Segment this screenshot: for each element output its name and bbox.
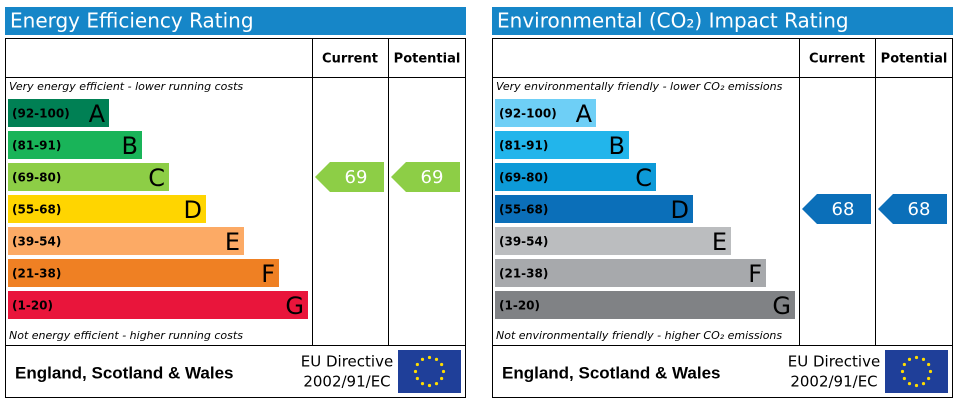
band-letter: D — [671, 196, 689, 224]
rating-value: 69 — [345, 167, 368, 188]
footer-code: 2002/91/EC — [303, 373, 390, 391]
band-range: (1-20) — [499, 299, 540, 313]
eu-star — [927, 376, 931, 381]
band-range: (21-38) — [499, 267, 548, 281]
eu-star — [440, 376, 444, 381]
eu-star — [415, 362, 419, 367]
eu-star — [921, 357, 926, 361]
column-header: Current — [809, 52, 865, 67]
band-letter: C — [148, 164, 165, 192]
band-range: (39-54) — [499, 235, 548, 249]
band-bar — [495, 195, 693, 223]
band-letter: E — [225, 228, 240, 256]
band-range: (69-80) — [12, 171, 61, 185]
eu-star — [900, 369, 905, 374]
column-header: Current — [322, 52, 378, 67]
band-range: (69-80) — [499, 171, 548, 185]
band-letter: A — [576, 100, 593, 128]
band-range: (21-38) — [12, 267, 61, 281]
eu-star — [427, 383, 432, 388]
title-bar — [492, 7, 953, 35]
band-range: (55-68) — [499, 203, 548, 217]
band-bar — [8, 291, 308, 319]
rating-value: 69 — [421, 167, 444, 188]
band-letter: G — [772, 292, 791, 320]
band-bar — [495, 163, 656, 191]
footer-region: England, Scotland & Wales — [502, 363, 721, 382]
band-letter: G — [285, 292, 304, 320]
column-header: Potential — [881, 52, 948, 67]
panel-title: Environmental (CO₂) Impact Rating — [497, 9, 849, 33]
eu-star — [921, 382, 926, 386]
band-bar — [8, 259, 279, 287]
rating-value: 68 — [908, 199, 931, 220]
eu-star — [914, 355, 919, 360]
band-bar — [495, 99, 596, 127]
eu-star — [420, 357, 425, 361]
band-bar — [8, 131, 142, 159]
bottom-note: Not energy efficient - higher running co… — [9, 329, 243, 342]
band-range: (92-100) — [499, 107, 557, 121]
eu-star — [441, 369, 446, 374]
eu-star — [928, 369, 933, 374]
top-note: Very environmentally friendly - lower CO… — [496, 80, 783, 93]
eu-star — [427, 355, 432, 360]
eu-star — [420, 382, 425, 386]
band-range: (81-91) — [499, 139, 548, 153]
band-letter: A — [89, 100, 106, 128]
eu-star — [434, 357, 439, 361]
footer-region: England, Scotland & Wales — [15, 363, 234, 382]
band-bar — [8, 99, 109, 127]
rating-arrow — [878, 194, 947, 224]
band-range: (55-68) — [12, 203, 61, 217]
eu-star — [927, 362, 931, 367]
band-letter: B — [122, 132, 138, 160]
eu-star — [413, 369, 418, 374]
band-bar — [8, 227, 244, 255]
rating-value: 68 — [832, 199, 855, 220]
band-range: (39-54) — [12, 235, 61, 249]
frame — [492, 38, 953, 398]
eu-star — [415, 376, 419, 381]
band-letter: F — [261, 260, 275, 288]
band-letter: F — [748, 260, 762, 288]
rating-panel: Energy Efficiency Rating Current Potential… — [5, 7, 466, 398]
rating-arrow — [315, 162, 384, 192]
band-range: (92-100) — [12, 107, 70, 121]
band-bar — [495, 227, 731, 255]
column-header: Potential — [394, 52, 461, 67]
band-letter: C — [635, 164, 652, 192]
eu-star — [902, 376, 906, 381]
band-letter: B — [609, 132, 625, 160]
footer-code: 2002/91/EC — [790, 373, 877, 391]
eu-star — [434, 382, 439, 386]
footer-directive: EU Directive — [788, 353, 880, 371]
band-bar — [495, 291, 795, 319]
title-bar — [5, 7, 466, 35]
footer-directive: EU Directive — [301, 353, 393, 371]
eu-star — [902, 362, 906, 367]
eu-star — [440, 362, 444, 367]
band-bar — [495, 131, 629, 159]
band-bar — [8, 163, 169, 191]
top-note: Very energy efficient - lower running co… — [9, 80, 243, 93]
eu-star — [914, 383, 919, 388]
band-range: (81-91) — [12, 139, 61, 153]
band-letter: E — [712, 228, 727, 256]
rating-arrow — [391, 162, 460, 192]
band-bar — [8, 195, 206, 223]
panel-title: Energy Efficiency Rating — [10, 9, 254, 33]
band-bar — [495, 259, 766, 287]
band-letter: D — [184, 196, 202, 224]
rating-arrow — [802, 194, 871, 224]
rating-panel: Environmental (CO₂) Impact Rating Current… — [492, 7, 953, 398]
band-range: (1-20) — [12, 299, 53, 313]
eu-star — [907, 357, 912, 361]
bottom-note: Not environmentally friendly - higher CO… — [496, 329, 782, 342]
frame — [5, 38, 466, 398]
eu-star — [907, 382, 912, 386]
